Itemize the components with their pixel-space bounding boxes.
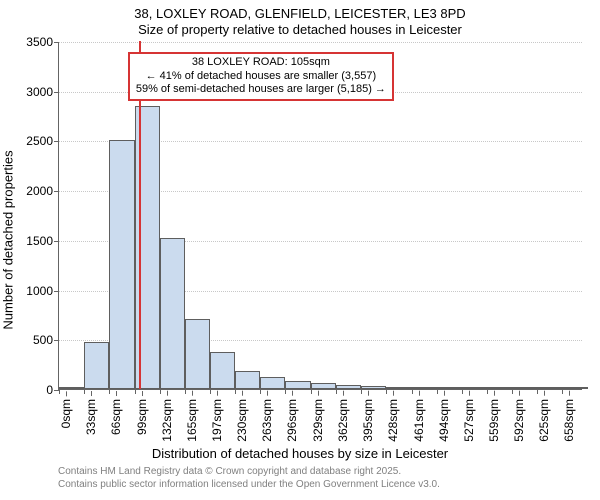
y-tick-label: 2000 — [26, 184, 59, 198]
histogram-bar — [210, 352, 235, 389]
histogram-bar — [260, 377, 285, 389]
plot-area: 05001000150020002500300035000sqm33sqm66s… — [58, 42, 582, 390]
x-tick-label: 132sqm — [160, 395, 174, 442]
gridline — [59, 42, 582, 43]
x-tick-label: 329sqm — [311, 395, 325, 442]
x-tick-mark — [210, 389, 211, 394]
y-tick-label: 3500 — [26, 35, 59, 49]
x-tick-label: 33sqm — [84, 395, 98, 435]
x-tick-label: 625sqm — [537, 395, 551, 442]
chart-title-line2: Size of property relative to detached ho… — [0, 22, 600, 37]
y-axis-label: Number of detached properties — [1, 150, 16, 329]
chart-container: 38, LOXLEY ROAD, GLENFIELD, LEICESTER, L… — [0, 0, 600, 500]
histogram-bar — [311, 383, 336, 389]
histogram-bar — [235, 371, 260, 389]
x-tick-mark — [311, 389, 312, 394]
histogram-bar — [185, 319, 210, 389]
y-tick-label: 1500 — [26, 234, 59, 248]
x-tick-mark — [361, 389, 362, 394]
histogram-bar — [361, 386, 386, 389]
x-tick-mark — [512, 389, 513, 394]
annotation-line: 59% of semi-detached houses are larger (… — [136, 83, 386, 97]
x-tick-label: 461sqm — [412, 395, 426, 442]
x-tick-mark — [336, 389, 337, 394]
x-tick-mark — [59, 389, 60, 394]
histogram-bar — [336, 385, 361, 389]
histogram-bar — [386, 387, 411, 389]
x-tick-label: 263sqm — [260, 395, 274, 442]
x-tick-mark — [160, 389, 161, 394]
x-tick-label: 296sqm — [285, 395, 299, 442]
annotation-box: 38 LOXLEY ROAD: 105sqm← 41% of detached … — [128, 52, 394, 101]
x-tick-mark — [84, 389, 85, 394]
x-tick-mark — [285, 389, 286, 394]
histogram-bar — [512, 387, 537, 389]
y-tick-label: 0 — [46, 383, 59, 397]
histogram-bar — [537, 387, 562, 389]
histogram-bar — [160, 238, 185, 389]
histogram-bar — [462, 387, 487, 389]
x-tick-label: 197sqm — [210, 395, 224, 442]
histogram-bar — [84, 342, 109, 389]
x-tick-label: 362sqm — [336, 395, 350, 442]
x-tick-label: 527sqm — [462, 395, 476, 442]
x-tick-mark — [537, 389, 538, 394]
x-tick-label: 66sqm — [109, 395, 123, 435]
x-tick-mark — [109, 389, 110, 394]
x-tick-mark — [412, 389, 413, 394]
x-tick-mark — [462, 389, 463, 394]
x-tick-label: 494sqm — [437, 395, 451, 442]
y-tick-label: 1000 — [26, 284, 59, 298]
y-tick-label: 500 — [33, 333, 59, 347]
x-tick-label: 658sqm — [562, 395, 576, 442]
x-tick-mark — [185, 389, 186, 394]
chart-title-line1: 38, LOXLEY ROAD, GLENFIELD, LEICESTER, L… — [0, 6, 600, 21]
histogram-bar — [109, 140, 134, 389]
x-tick-mark — [235, 389, 236, 394]
x-axis-label: Distribution of detached houses by size … — [0, 446, 600, 461]
x-tick-label: 99sqm — [135, 395, 149, 435]
x-tick-label: 592sqm — [512, 395, 526, 442]
x-tick-label: 0sqm — [59, 395, 73, 428]
annotation-line: ← 41% of detached houses are smaller (3,… — [136, 70, 386, 84]
x-tick-mark — [562, 389, 563, 394]
histogram-bar — [562, 387, 587, 389]
histogram-bar — [285, 381, 310, 389]
histogram-bar — [487, 387, 512, 389]
y-tick-label: 2500 — [26, 134, 59, 148]
x-tick-label: 165sqm — [185, 395, 199, 442]
footnote-line2: Contains public sector information licen… — [58, 479, 440, 490]
x-tick-label: 395sqm — [361, 395, 375, 442]
histogram-bar — [412, 387, 437, 389]
x-tick-label: 428sqm — [386, 395, 400, 442]
x-tick-label: 230sqm — [235, 395, 249, 442]
y-tick-label: 3000 — [26, 85, 59, 99]
x-tick-mark — [260, 389, 261, 394]
x-tick-mark — [386, 389, 387, 394]
x-tick-mark — [437, 389, 438, 394]
annotation-line: 38 LOXLEY ROAD: 105sqm — [136, 56, 386, 70]
x-tick-mark — [135, 389, 136, 394]
histogram-bar — [59, 387, 84, 389]
histogram-bar — [437, 387, 462, 389]
x-tick-mark — [487, 389, 488, 394]
footnote-line1: Contains HM Land Registry data © Crown c… — [58, 466, 401, 477]
x-tick-label: 559sqm — [487, 395, 501, 442]
